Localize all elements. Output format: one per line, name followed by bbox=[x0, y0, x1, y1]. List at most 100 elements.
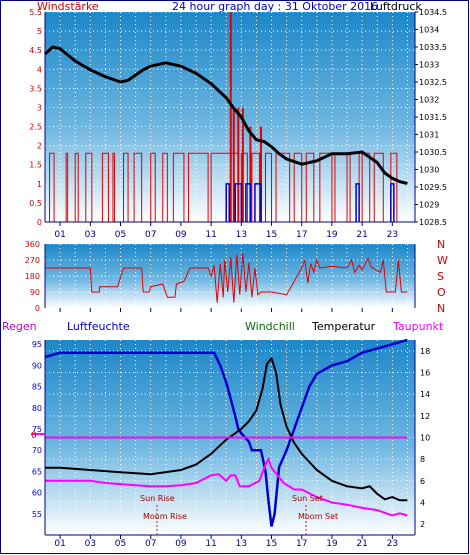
humidity-tick-labels: 55 60 65 70 75 80 85 90 95 bbox=[32, 340, 42, 519]
temperature-tick-label: 8 bbox=[420, 455, 425, 464]
hour-tick-label: 03 bbox=[85, 230, 96, 240]
humidity-tick-label: 90 bbox=[32, 361, 42, 370]
dewpoint-line bbox=[45, 456, 408, 517]
hour-tick-label: 21 bbox=[356, 230, 367, 240]
wind-speed-tick-label: 5.5 bbox=[29, 8, 42, 17]
wind-gust-bar bbox=[355, 183, 360, 222]
hour-tick-labels-bottom: 01 03 05 07 09 11 13 15 17 19 21 23 bbox=[54, 535, 398, 549]
compass-label: O bbox=[437, 286, 446, 299]
legend-rain: Regen bbox=[2, 320, 37, 333]
hour-tick-label: 15 bbox=[266, 539, 277, 549]
wind-speed-tick-label: 2.5 bbox=[29, 123, 42, 132]
wind-speed-tick-label: 3 bbox=[37, 103, 42, 112]
pressure-tick-label: 1032.5 bbox=[419, 78, 447, 87]
pressure-tick-label: 1030.5 bbox=[419, 148, 447, 157]
temperature-series-group bbox=[44, 338, 408, 527]
hour-tick-label: 03 bbox=[85, 539, 96, 549]
temperature-tick-label: 16 bbox=[420, 369, 430, 378]
hour-tick-label: 15 bbox=[266, 230, 277, 240]
legend-dewpoint: Taupunkt bbox=[392, 320, 444, 333]
wind-speed-tick-label: 2 bbox=[37, 142, 42, 151]
hour-tick-label: 11 bbox=[205, 539, 216, 549]
humidity-tick-label: 65 bbox=[32, 467, 42, 476]
hour-tick-label: 07 bbox=[145, 539, 156, 549]
legend-windchill: Windchill bbox=[245, 320, 295, 333]
temperature-tick-label: 4 bbox=[420, 499, 425, 508]
direction-degree-labels: 0 90 180 270 360 bbox=[25, 240, 40, 313]
temperature-tick-label: 18 bbox=[420, 347, 430, 356]
hour-tick-label: 13 bbox=[236, 539, 247, 549]
humidity-tick-label: 55 bbox=[32, 510, 42, 519]
moon-set-label: Moom Set bbox=[298, 512, 338, 521]
compass-label: N bbox=[437, 302, 445, 315]
pressure-line bbox=[43, 45, 408, 185]
wind-gust-bar bbox=[234, 183, 243, 222]
hour-tick-label: 21 bbox=[356, 539, 367, 549]
humidity-tick-label: 95 bbox=[32, 340, 42, 349]
compass-label: W bbox=[437, 254, 448, 267]
moon-rise-label: Moom Rise bbox=[143, 512, 187, 521]
temperature-tick-label: 14 bbox=[420, 390, 430, 399]
hour-tick-labels-top: 01 03 05 07 09 11 13 15 17 19 21 23 bbox=[54, 222, 398, 240]
wind-gust-bar bbox=[390, 183, 395, 222]
pressure-tick-label: 1031 bbox=[419, 131, 439, 140]
direction-degree-label: 90 bbox=[30, 288, 40, 297]
legend-temperature: Temperatur bbox=[311, 320, 376, 333]
wind-speed-tick-labels: 0 0.5 1 1.5 2 2.5 3 3.5 4 4.5 5 5.5 bbox=[29, 8, 42, 227]
pressure-tick-label: 1034 bbox=[419, 26, 439, 35]
hour-tick-label: 17 bbox=[296, 230, 307, 240]
wind-speed-tick-label: 5 bbox=[37, 27, 42, 36]
hour-tick-label: 05 bbox=[115, 230, 126, 240]
humidity-tick-label: 60 bbox=[32, 489, 42, 498]
rain-zero-label: 0 bbox=[31, 431, 37, 441]
legend-humidity: Luftfeuchte bbox=[67, 320, 130, 333]
wind-pressure-panel: 0 0.5 1 1.5 2 2.5 3 3.5 4 4.5 5 5.5 1028.5 1029 1029.… bbox=[29, 8, 447, 240]
wind-gust-bar bbox=[225, 183, 230, 222]
sun-rise-label: Sun Rise bbox=[140, 494, 175, 503]
pressure-tick-label: 1034.5 bbox=[419, 8, 447, 17]
wind-direction-grid bbox=[45, 243, 415, 312]
pressure-tick-label: 1030 bbox=[419, 166, 439, 175]
temperature-tick-label: 12 bbox=[420, 412, 430, 421]
temperature-line bbox=[45, 356, 408, 502]
wind-speed-tick-label: 4.5 bbox=[29, 46, 42, 55]
wind-direction-line bbox=[45, 252, 408, 303]
hour-tick-label: 23 bbox=[387, 230, 398, 240]
pressure-tick-label: 1033.5 bbox=[419, 43, 447, 52]
wind-gust-bar bbox=[254, 183, 262, 222]
wind-speed-tick-label: 0 bbox=[37, 218, 42, 227]
direction-degree-label: 180 bbox=[25, 272, 40, 281]
humidity-line bbox=[44, 338, 408, 527]
wind-speed-tick-label: 1 bbox=[37, 180, 42, 189]
pressure-tick-label: 1029.5 bbox=[419, 183, 447, 192]
direction-degree-label: 360 bbox=[25, 240, 40, 249]
hour-tick-label: 01 bbox=[54, 539, 65, 549]
temperature-tick-labels: 2 4 6 8 10 12 14 16 18 bbox=[420, 347, 430, 529]
wind-speed-tick-label: 3.5 bbox=[29, 84, 42, 93]
wind-speed-tick-label: 4 bbox=[37, 65, 42, 74]
direction-degree-label: 270 bbox=[25, 256, 40, 265]
humidity-tick-label: 80 bbox=[32, 404, 42, 413]
humidity-tick-label: 70 bbox=[32, 446, 42, 455]
pressure-tick-label: 1033 bbox=[419, 61, 439, 70]
hour-tick-label: 09 bbox=[175, 539, 187, 549]
hour-tick-label: 19 bbox=[326, 539, 338, 549]
wind-gust-series bbox=[225, 183, 395, 222]
hour-tick-label: 05 bbox=[115, 539, 126, 549]
hour-tick-label: 01 bbox=[54, 230, 65, 240]
temperature-humidity-panel: 55 60 65 70 75 80 85 90 95 2 4 6 8 10 12 14 16 18 01 03 05… bbox=[31, 338, 430, 549]
hour-tick-label: 17 bbox=[296, 539, 307, 549]
pressure-tick-label: 1028.5 bbox=[419, 218, 447, 227]
compass-label: N bbox=[437, 238, 445, 251]
direction-degree-label: 0 bbox=[35, 304, 40, 313]
hour-tick-label: 13 bbox=[236, 230, 247, 240]
wind-speed-tick-label: 1.5 bbox=[29, 161, 42, 170]
compass-label: S bbox=[437, 270, 444, 283]
humidity-tick-label: 85 bbox=[32, 383, 42, 392]
pressure-axis-title: Luftdruck bbox=[370, 0, 422, 13]
humidity-tick-label: 75 bbox=[32, 425, 42, 434]
temperature-tick-label: 10 bbox=[420, 434, 430, 443]
wind-speed-tick-label: 0.5 bbox=[29, 199, 42, 208]
